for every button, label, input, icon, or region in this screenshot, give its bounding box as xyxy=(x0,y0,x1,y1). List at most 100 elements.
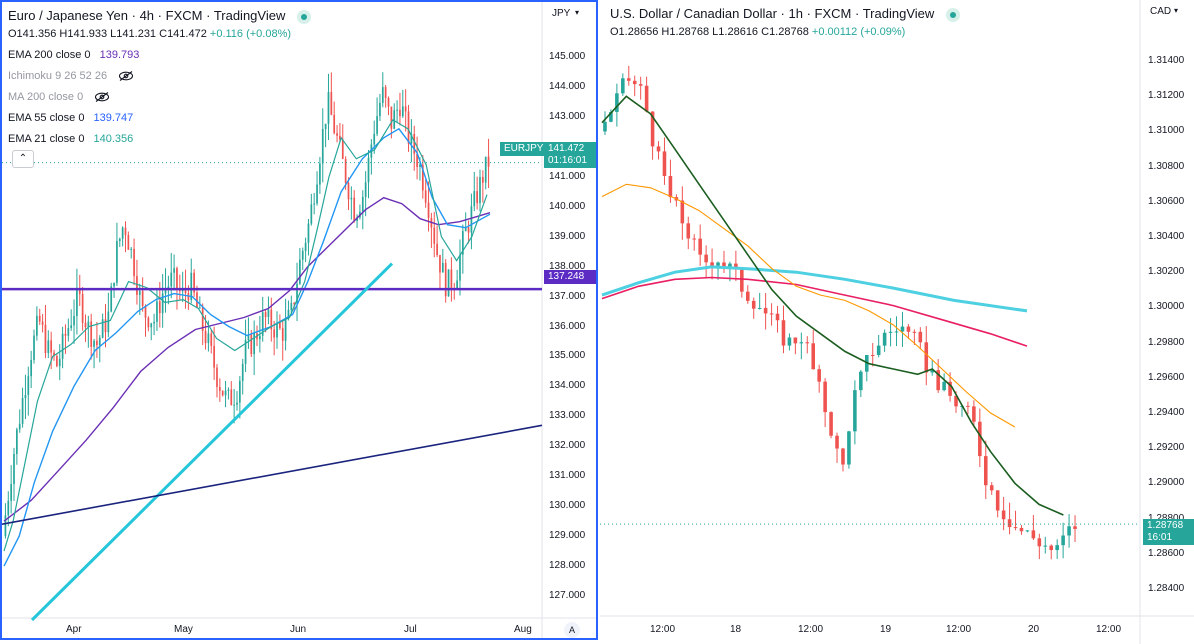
eurjpy-currency-unit[interactable]: JPY xyxy=(552,8,571,19)
candle-body xyxy=(216,367,218,388)
candle-body xyxy=(407,111,410,144)
market-open-icon xyxy=(296,9,311,24)
candle-body xyxy=(384,87,387,98)
usdcad-exchange: FXCM xyxy=(814,6,852,21)
candle-body xyxy=(900,326,905,332)
time-tick-label: Aug xyxy=(514,624,532,635)
candle-body xyxy=(936,370,940,391)
price-tick-label: 1.31000 xyxy=(1148,125,1185,137)
time-tick-label: 19 xyxy=(880,624,892,635)
usdcad-last-price-tag: 1.28768 16:01 xyxy=(1143,519,1194,545)
candle-body xyxy=(290,303,293,311)
candle-body xyxy=(728,263,732,267)
indicator-ma200[interactable]: MA 200 close 0 xyxy=(8,91,110,103)
indicator-ema200[interactable]: EMA 200 close 0 139.793 xyxy=(8,49,139,61)
usdcad-countdown: 16:01 xyxy=(1147,532,1173,543)
candle-body xyxy=(321,129,324,164)
eurjpy-interval[interactable]: 4h xyxy=(139,8,155,23)
collapse-legend-button[interactable]: ⌃ xyxy=(12,150,34,168)
candle-body xyxy=(473,191,476,207)
candle-body xyxy=(41,321,44,325)
candle-body xyxy=(339,135,341,140)
time-tick-label: 12:00 xyxy=(1096,624,1122,635)
candle-body xyxy=(333,114,336,134)
candle-body xyxy=(603,121,607,132)
candle-body xyxy=(58,358,61,367)
candle-body xyxy=(416,153,418,167)
candle-body xyxy=(972,406,976,422)
candle-body xyxy=(745,291,750,301)
candle-body xyxy=(419,164,421,167)
candle-body xyxy=(98,337,101,346)
price-tick-label: 1.30600 xyxy=(1148,195,1185,207)
candle-body xyxy=(487,156,490,167)
candle-body xyxy=(930,370,935,373)
usdcad-ohlc: O1.28656 H1.28768 L1.28616 C1.28768 +0.0… xyxy=(610,26,905,38)
candle-body xyxy=(304,242,307,251)
candle-body xyxy=(859,371,863,391)
eye-off-icon[interactable] xyxy=(118,71,134,82)
price-tick-label: 1.28600 xyxy=(1148,547,1185,559)
candle-body xyxy=(439,255,441,273)
eurjpy-chart-pane[interactable]: Euro / Japanese Yen · 4h · FXCM · Tradin… xyxy=(0,0,598,640)
candle-body xyxy=(56,356,58,367)
candle-body xyxy=(299,259,301,284)
candle-body xyxy=(218,387,221,391)
candle-body xyxy=(18,423,21,430)
candle-body xyxy=(829,412,833,436)
candle-body xyxy=(261,312,264,336)
indicator-ema55[interactable]: EMA 55 close 0 139.747 xyxy=(8,112,133,124)
time-tick-label: 20 xyxy=(1028,624,1040,635)
candle-body xyxy=(118,238,121,241)
candle-body xyxy=(350,197,353,200)
chevron-down-icon: ▾ xyxy=(1174,6,1179,15)
usdcad-symbol[interactable]: U.S. Dollar / Canadian Dollar xyxy=(610,6,777,21)
auto-scale-button[interactable]: A xyxy=(564,622,580,638)
indicator-value: 140.356 xyxy=(93,133,134,145)
candle-body xyxy=(150,323,153,328)
candle-body xyxy=(692,238,697,240)
candle-body xyxy=(113,282,115,287)
price-tick-label: 136.000 xyxy=(549,320,586,332)
candle-body xyxy=(167,286,170,290)
candle-body xyxy=(84,322,87,328)
candle-body xyxy=(133,248,135,277)
candle-body xyxy=(424,190,427,203)
eurjpy-horizontal-line-price[interactable]: 137.248 xyxy=(544,270,596,284)
candle-body xyxy=(722,262,726,267)
candle-body xyxy=(1025,530,1030,532)
price-tick-label: 128.000 xyxy=(549,560,586,572)
candle-body xyxy=(67,328,70,336)
candle-body xyxy=(763,307,768,314)
candle-body xyxy=(247,334,250,341)
candle-body xyxy=(698,238,702,255)
price-tick-label: 133.000 xyxy=(549,410,586,422)
indicator-ema21[interactable]: EMA 21 close 0 140.356 xyxy=(8,133,133,145)
indicator-label: EMA 200 close 0 xyxy=(8,49,91,61)
candle-body xyxy=(444,263,447,297)
candle-body xyxy=(107,311,110,333)
eurjpy-chart-canvas[interactable] xyxy=(2,2,598,640)
price-tick-label: 139.000 xyxy=(549,230,586,242)
candle-body xyxy=(632,80,637,85)
eye-off-icon[interactable] xyxy=(94,92,110,103)
candle-body xyxy=(116,240,118,283)
eurjpy-symbol[interactable]: Euro / Japanese Yen xyxy=(8,8,128,23)
candle-body xyxy=(775,313,780,321)
red-ma-line xyxy=(601,276,1028,347)
candle-body xyxy=(638,84,643,86)
time-tick-label: Jul xyxy=(404,624,417,635)
candle-body xyxy=(757,307,762,309)
price-tick-label: 1.28400 xyxy=(1148,582,1185,594)
usdcad-chart-pane[interactable]: U.S. Dollar / Canadian Dollar · 1h · FXC… xyxy=(600,0,1194,644)
indicator-ichimoku[interactable]: Ichimoku 9 26 52 26 xyxy=(8,70,134,82)
usdcad-interval[interactable]: 1h xyxy=(788,6,803,21)
candle-body xyxy=(96,340,98,346)
time-tick-label: 18 xyxy=(730,624,742,635)
candle-body xyxy=(479,176,481,204)
usdcad-currency-unit[interactable]: CAD xyxy=(1150,6,1172,17)
price-tick-label: 1.29800 xyxy=(1148,336,1185,348)
candle-body xyxy=(450,269,453,289)
price-tick-label: 140.000 xyxy=(549,200,586,212)
usdcad-chart-canvas[interactable] xyxy=(600,0,1194,644)
